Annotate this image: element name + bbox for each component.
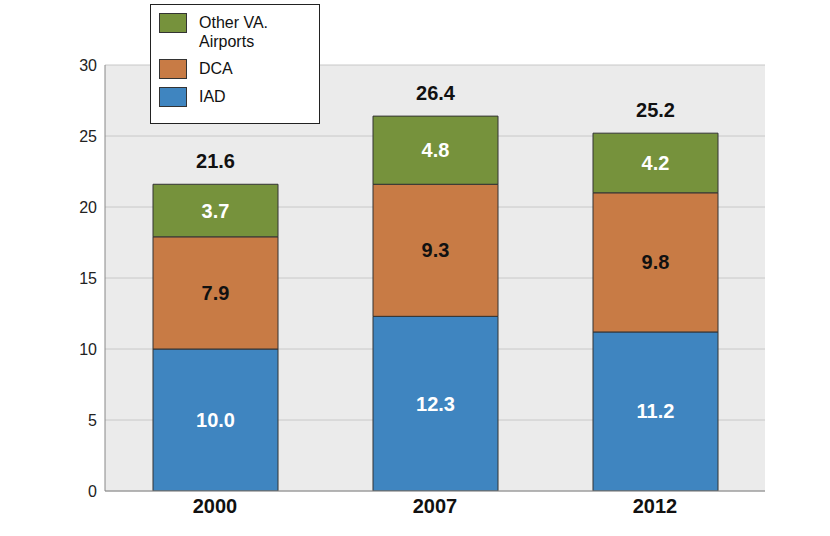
svg-text:30: 30	[79, 57, 97, 74]
svg-text:10: 10	[79, 341, 97, 358]
svg-text:10.0: 10.0	[196, 409, 235, 431]
svg-text:21.6: 21.6	[196, 150, 235, 172]
svg-text:4.8: 4.8	[422, 139, 450, 161]
svg-text:2000: 2000	[193, 495, 238, 517]
svg-text:3.7: 3.7	[202, 200, 230, 222]
svg-text:20: 20	[79, 199, 97, 216]
svg-text:2007: 2007	[413, 495, 458, 517]
html-text:IAD: IAD	[199, 88, 226, 105]
svg-text:26.4: 26.4	[416, 82, 456, 104]
svg-text:12.3: 12.3	[416, 393, 455, 415]
html-text:DCA: DCA	[199, 60, 233, 77]
svg-text:25.2: 25.2	[636, 99, 675, 121]
svg-text:15: 15	[79, 270, 97, 287]
svg-text:5: 5	[88, 412, 97, 429]
svg-text:4.2: 4.2	[642, 152, 670, 174]
svg-text:2012: 2012	[633, 495, 678, 517]
svg-text:9.3: 9.3	[422, 239, 450, 261]
html-text:Other VA. Airports: Other VA. Airports	[199, 14, 269, 50]
svg-text:0: 0	[88, 483, 97, 500]
svg-text:9.8: 9.8	[642, 251, 670, 273]
svg-text:7.9: 7.9	[202, 282, 230, 304]
svg-text:11.2: 11.2	[637, 400, 675, 422]
svg-text:25: 25	[79, 128, 97, 145]
